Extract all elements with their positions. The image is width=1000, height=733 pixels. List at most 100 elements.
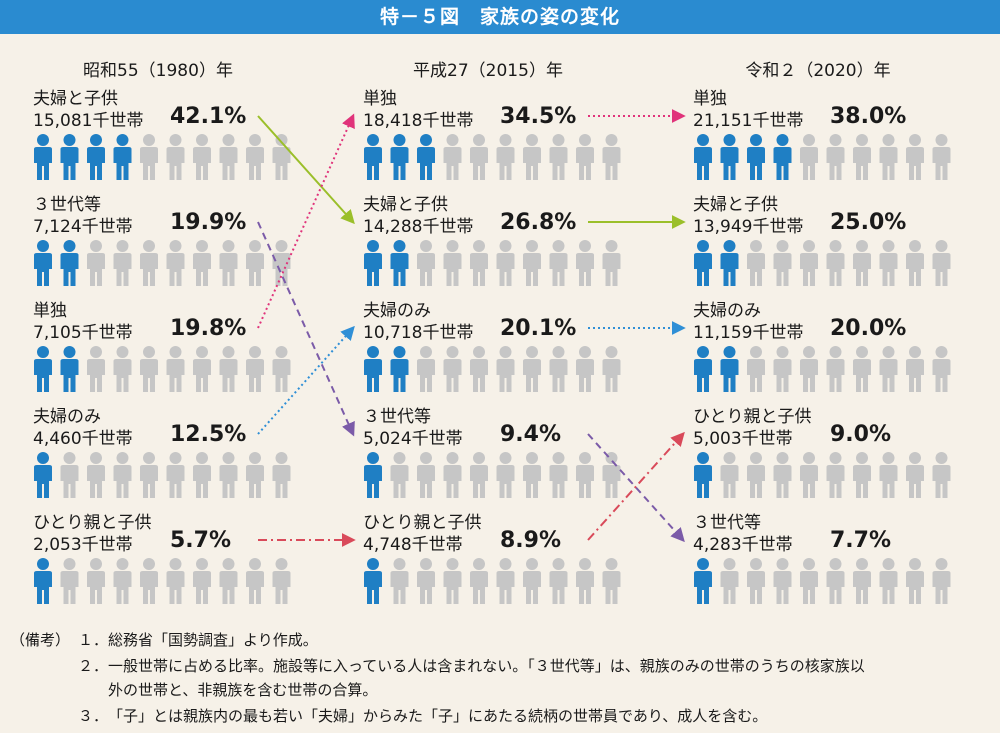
percent-label: 19.8% (170, 316, 247, 341)
percent-label: 25.0% (830, 210, 907, 235)
person-icon-filled (364, 558, 382, 604)
percent-label: 8.9% (500, 528, 562, 553)
note-3: ３．「子」とは親族内の最も若い「夫婦」からみた「子」にあたる続柄の世帯員であり、… (78, 704, 978, 728)
person-icon-empty (443, 452, 462, 498)
person-icon-empty (549, 240, 568, 286)
percent-label: 20.1% (500, 316, 577, 341)
person-icon-empty (246, 452, 264, 498)
household-count: 2,053千世帯 (33, 535, 133, 555)
household-count: 7,105千世帯 (33, 323, 133, 343)
person-icon-empty (523, 240, 541, 286)
person-icon-empty (932, 134, 951, 180)
person-icon-filled (60, 346, 79, 392)
person-icon-empty (932, 240, 951, 286)
person-icon-empty (800, 134, 818, 180)
person-icon-empty (523, 134, 541, 180)
person-icon-filled (60, 240, 79, 286)
person-icon-empty (113, 240, 132, 286)
note-2: ２．一般世帯に占める比率。施設等に入っている人は含まれない。「３世代等」は、親族… (78, 654, 978, 678)
person-icon-empty (773, 558, 792, 604)
note-3-number: ３． (78, 707, 109, 725)
person-icon-empty (272, 240, 291, 286)
person-icon-empty (140, 346, 158, 392)
person-icon-empty (470, 346, 488, 392)
person-icon-filled (390, 346, 409, 392)
person-icon-empty (272, 346, 291, 392)
household-count: 14,288千世帯 (363, 217, 474, 237)
person-icon-empty (826, 134, 845, 180)
person-icon-empty (602, 452, 621, 498)
person-icon-filled (694, 346, 712, 392)
person-icon-empty (576, 134, 594, 180)
person-icon-empty (602, 134, 621, 180)
person-icon-filled (694, 558, 712, 604)
column-year-1980: 昭和55（1980）年 (83, 61, 233, 81)
transition-arrow (257, 115, 355, 225)
person-icon-empty (113, 558, 132, 604)
person-icon-empty (140, 452, 158, 498)
person-icon-empty (879, 134, 898, 180)
person-icon-empty (720, 558, 739, 604)
person-icon-filled (390, 134, 409, 180)
person-icon-empty (166, 240, 185, 286)
person-icon-empty (879, 346, 898, 392)
person-icon-filled (773, 134, 792, 180)
transition-arrow (257, 325, 355, 435)
person-icon-empty (932, 452, 951, 498)
category-label: ３世代等 (693, 513, 761, 533)
note-2-continued: 外の世帯と、非親族を含む世帯の合算。 (108, 681, 378, 699)
person-icon-empty (246, 134, 264, 180)
household-count: 21,151千世帯 (693, 111, 804, 131)
figure-title: 特－５図 家族の姿の変化 (0, 0, 1000, 34)
category-label: 夫婦のみ (33, 407, 101, 427)
household-count: 15,081千世帯 (33, 111, 144, 131)
person-icon-filled (34, 134, 52, 180)
person-icon-empty (443, 134, 462, 180)
percent-label: 20.0% (830, 316, 907, 341)
person-icon-empty (417, 240, 435, 286)
person-icon-filled (113, 134, 132, 180)
person-icon-filled (34, 452, 52, 498)
household-count: 18,418千世帯 (363, 111, 474, 131)
transition-arrow (257, 221, 355, 437)
person-icon-empty (853, 346, 871, 392)
person-icon-empty (496, 558, 515, 604)
percent-label: 26.8% (500, 210, 577, 235)
person-icon-empty (272, 452, 291, 498)
person-icon-empty (470, 240, 488, 286)
percent-label: 42.1% (170, 104, 247, 129)
person-icon-empty (390, 452, 409, 498)
person-icon-filled (34, 558, 52, 604)
person-icon-empty (496, 346, 515, 392)
person-icon-empty (390, 558, 409, 604)
category-label: 単独 (33, 301, 67, 321)
person-icon-empty (246, 240, 264, 286)
person-icon-empty (523, 346, 541, 392)
person-icon-empty (219, 346, 238, 392)
person-icon-empty (826, 452, 845, 498)
person-icon-empty (87, 240, 105, 286)
person-icon-empty (60, 452, 79, 498)
column-year-2020: 令和２（2020）年 (745, 61, 891, 81)
person-icon-empty (549, 558, 568, 604)
person-icon-empty (417, 452, 435, 498)
note-1-text: 総務省「国勢調査」より作成。 (108, 631, 318, 649)
person-icon-empty (602, 240, 621, 286)
person-icon-empty (906, 452, 924, 498)
household-count: 4,283千世帯 (693, 535, 793, 555)
category-label: 夫婦のみ (693, 301, 761, 321)
person-icon-empty (166, 134, 185, 180)
category-label: 夫婦と子供 (33, 89, 118, 109)
person-icon-filled (364, 240, 382, 286)
person-icon-empty (576, 346, 594, 392)
person-icon-empty (773, 240, 792, 286)
person-icon-empty (272, 134, 291, 180)
person-icon-empty (747, 346, 765, 392)
person-icon-filled (720, 134, 739, 180)
person-icon-empty (720, 452, 739, 498)
person-icon-empty (879, 452, 898, 498)
person-icon-empty (879, 558, 898, 604)
note-2-text: 一般世帯に占める比率。施設等に入っている人は含まれない。「３世代等」は、親族のみ… (108, 657, 865, 675)
person-icon-empty (166, 346, 185, 392)
person-icon-empty (853, 452, 871, 498)
